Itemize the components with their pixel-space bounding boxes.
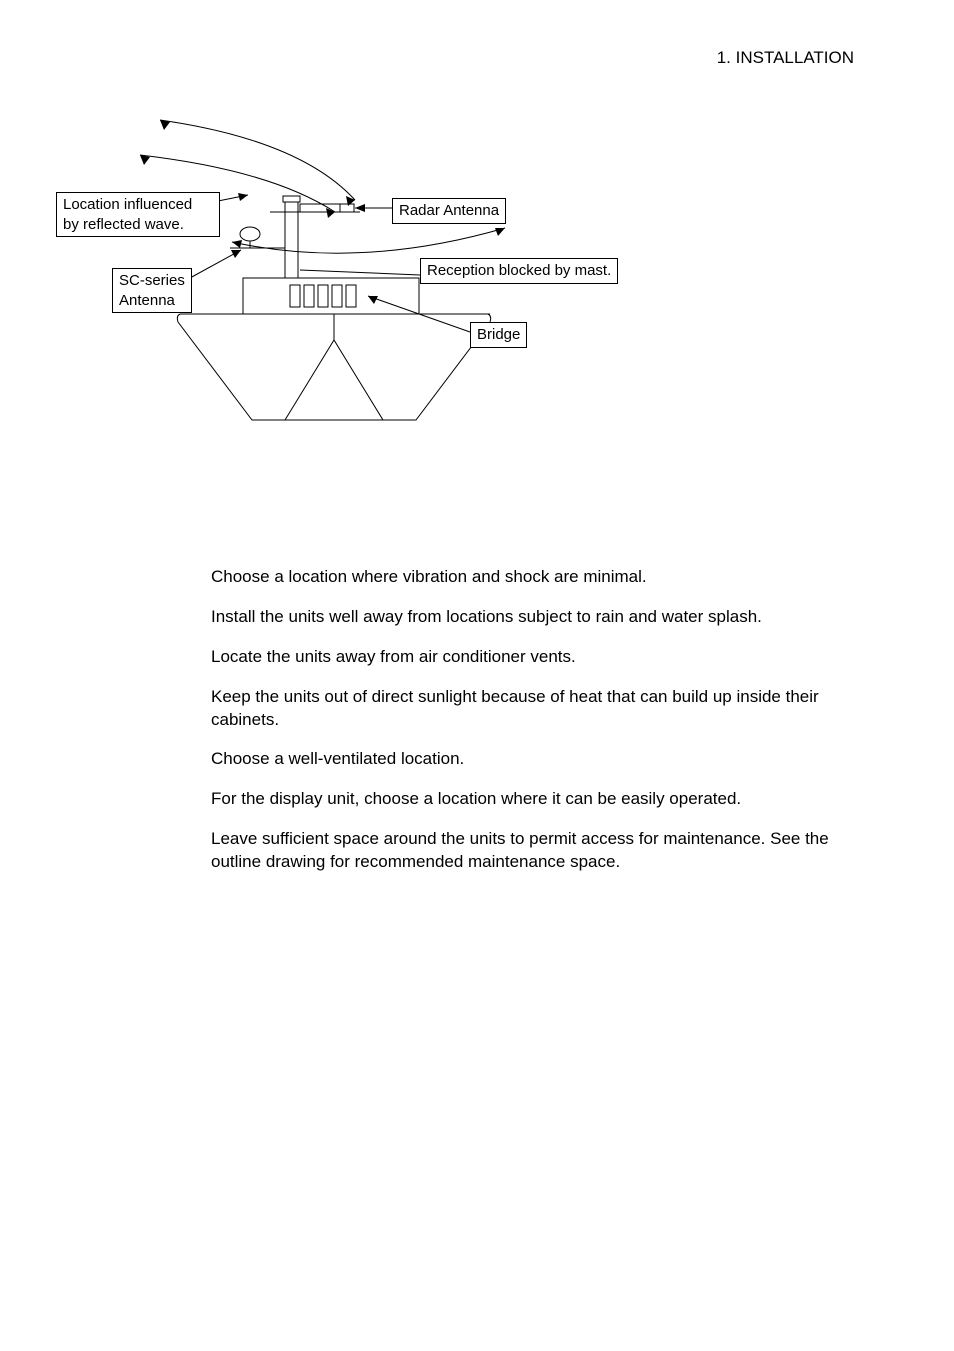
label-location-influenced: Location influencedby reflected wave. — [56, 192, 220, 237]
page: 1. INSTALLATION — [0, 0, 954, 1351]
ship-diagram: Location influencedby reflected wave. Ra… — [0, 100, 954, 470]
para-3: Locate the units away from air condition… — [211, 646, 851, 669]
para-7: Leave sufficient space around the units … — [211, 828, 851, 874]
label-reception-blocked: Reception blocked by mast. — [420, 258, 618, 284]
label-sc-series-antenna: SC-seriesAntenna — [112, 268, 192, 313]
label-bridge: Bridge — [470, 322, 527, 348]
para-1: Choose a location where vibration and sh… — [211, 566, 851, 589]
para-6: For the display unit, choose a location … — [211, 788, 851, 811]
para-2: Install the units well away from locatio… — [211, 606, 851, 629]
para-5: Choose a well-ventilated location. — [211, 748, 851, 771]
para-4: Keep the units out of direct sunlight be… — [211, 686, 851, 732]
page-header: 1. INSTALLATION — [717, 48, 854, 68]
label-radar-antenna: Radar Antenna — [392, 198, 506, 224]
